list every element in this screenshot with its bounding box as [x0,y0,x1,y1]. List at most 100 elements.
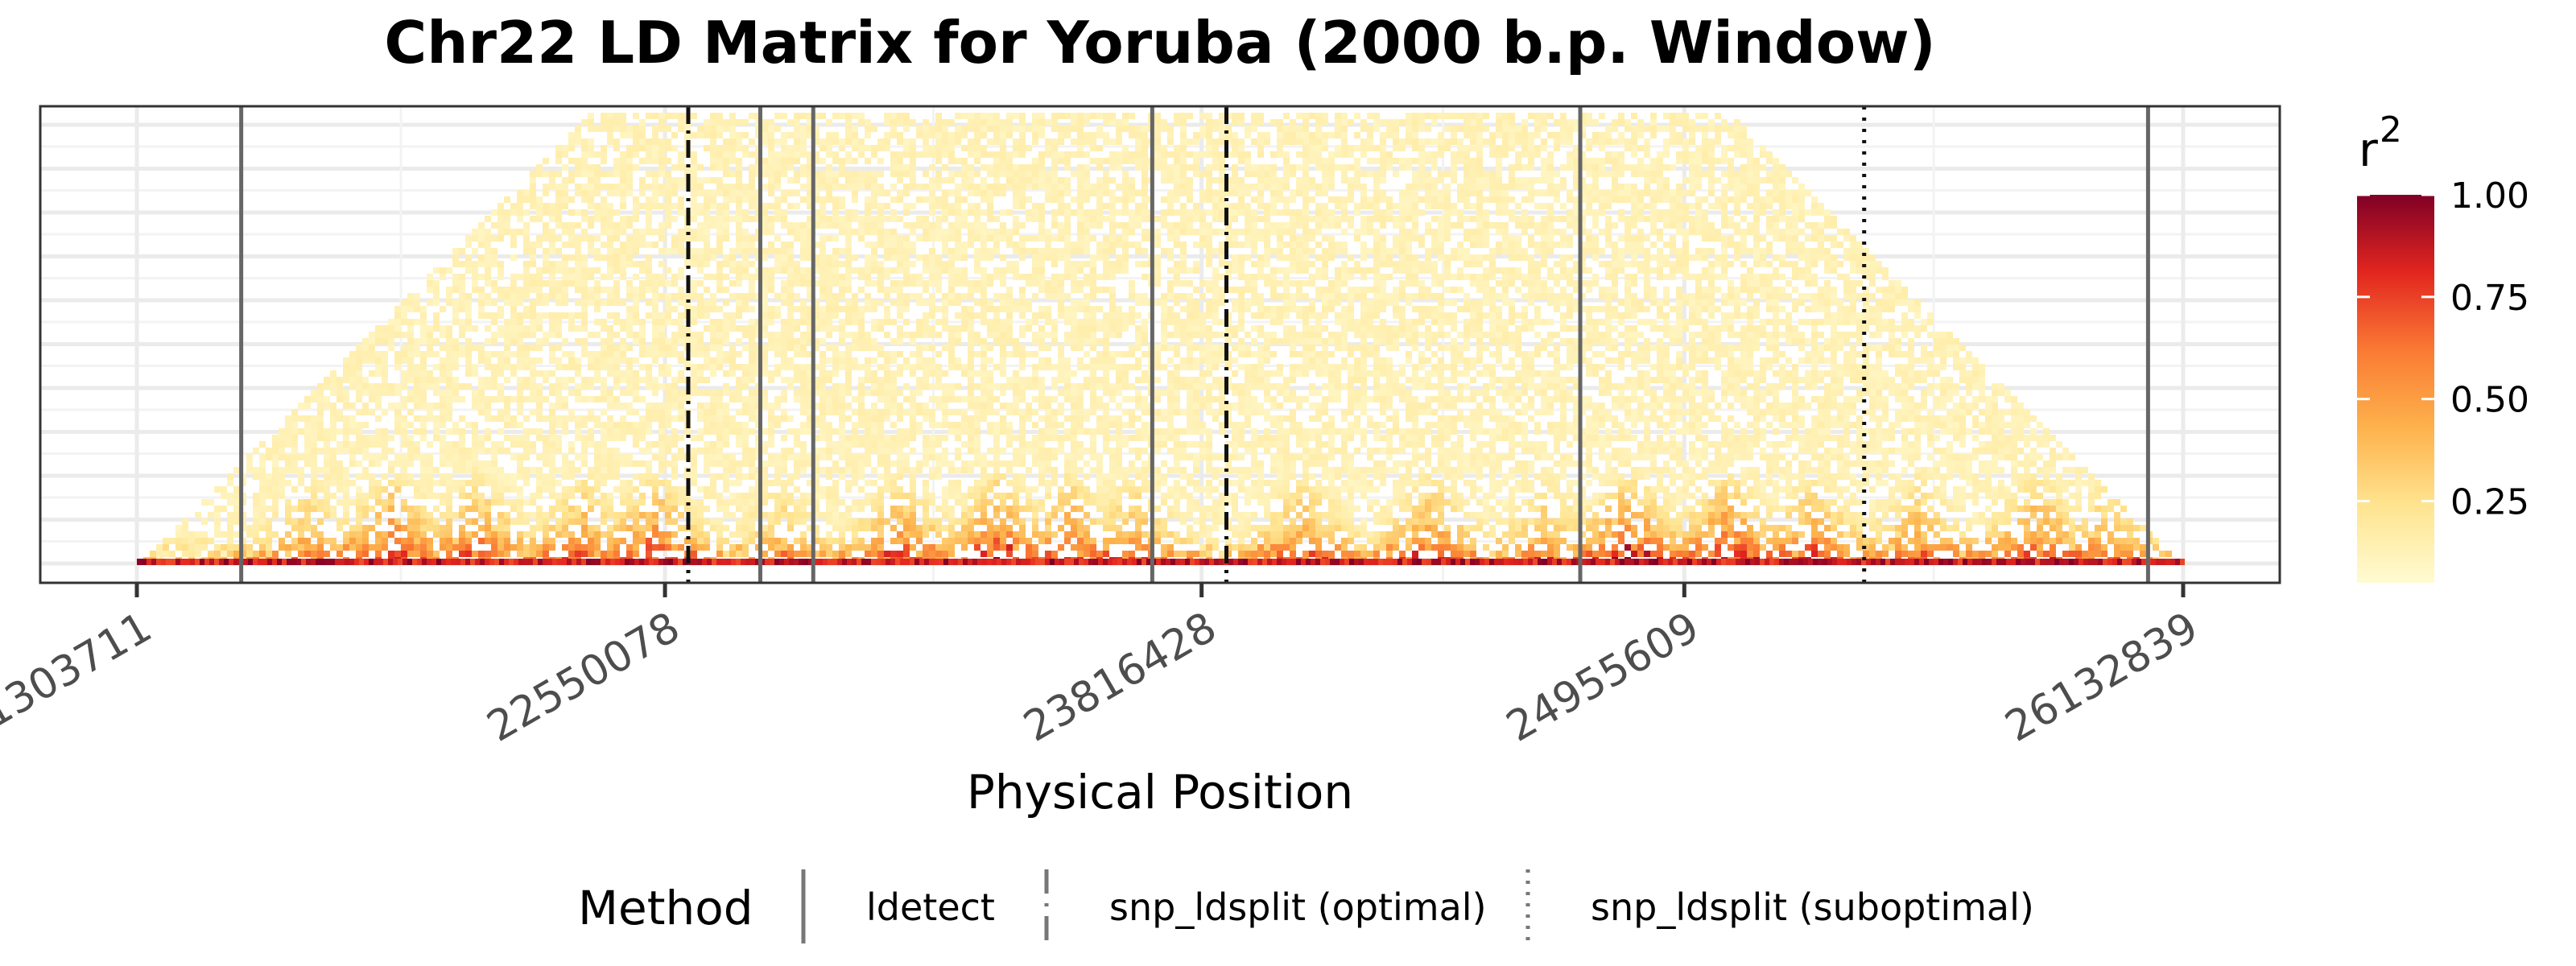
ld-cell [1399,261,1406,267]
ld-cell [942,132,948,138]
ld-cell [1393,171,1399,177]
ld-cell [1579,132,1586,138]
ld-cell [1096,126,1103,132]
ld-cell [1309,138,1315,145]
ld-cell [877,190,884,196]
ld-cell [839,216,845,222]
ld-cell [1245,299,1251,306]
ld-cell [961,126,968,132]
ld-cell [1219,299,1225,306]
ld-cell [1740,299,1747,306]
ld-cell [1676,248,1682,254]
ld-cell [1251,312,1257,319]
ld-cell [588,248,594,254]
ld-cell [575,138,581,145]
ld-cell [704,248,710,254]
ld-cell [1644,171,1650,177]
ld-cell [549,332,555,338]
ld-cell [1238,306,1245,312]
ld-cell [897,158,903,164]
ld-cell [890,151,897,158]
ld-cell [626,151,633,158]
ld-cell [575,164,581,171]
ld-cell [1760,145,1766,151]
ld-cell [1245,126,1251,132]
ld-cell [607,332,613,338]
ld-cell [1315,113,1322,119]
ld-cell [1612,171,1618,177]
ld-cell [742,132,749,138]
ld-cell [819,171,826,177]
ld-cell [1702,274,1708,280]
ld-cell [1682,274,1689,280]
ld-cell [1232,267,1238,274]
ld-cell [923,261,929,267]
ld-cell [1348,145,1354,151]
ld-cell [955,293,961,299]
ld-cell [1206,132,1212,138]
ld-cell [736,209,742,216]
ld-cell [1753,158,1760,164]
ld-cell [1670,203,1676,209]
ld-cell [1650,222,1657,229]
ld-cell [1766,248,1773,254]
ld-cell [929,126,935,132]
ld-cell [980,132,987,138]
ld-cell [1309,177,1315,184]
ld-cell [1103,184,1109,190]
ld-cell [375,325,382,332]
ld-cell [961,274,968,280]
ld-cell [1328,209,1335,216]
ld-cell [1728,319,1734,325]
ld-cell [1071,267,1077,274]
ld-cell [1734,293,1740,299]
ld-cell [1206,248,1212,254]
ld-cell [968,113,974,119]
ld-cell [1406,242,1412,248]
ld-cell [1367,132,1373,138]
ld-cell [1380,216,1386,222]
ld-cell [1605,126,1612,132]
ld-cell [1335,248,1341,254]
ld-cell [1831,235,1837,242]
ld-cell [1599,113,1605,119]
ld-cell [987,248,993,254]
ld-cell [704,203,710,209]
ld-cell [613,235,620,242]
ld-cell [884,229,890,235]
ld-cell [1463,184,1470,190]
ld-cell [1064,319,1071,325]
ld-cell [646,113,652,119]
ld-cell [1734,196,1740,203]
ld-cell [1682,261,1689,267]
ld-cell [787,158,794,164]
ld-cell [1058,235,1064,242]
ld-cell [1077,113,1084,119]
ld-cell [1657,209,1663,216]
ld-cell [897,261,903,267]
ld-cell [1322,287,1328,293]
ld-cell [1167,332,1174,338]
ld-cell [942,190,948,196]
ld-cell [1676,119,1682,126]
ld-cell [768,216,774,222]
ld-cell [832,306,839,312]
ld-cell [1167,287,1174,293]
ld-cell [1373,299,1380,306]
ld-cell [1116,184,1122,190]
ld-cell [459,293,465,299]
ld-cell [1425,325,1431,332]
ld-cell [1496,248,1502,254]
ld-cell [1470,306,1476,312]
ld-cell [1000,164,1006,171]
ld-cell [877,235,884,242]
ld-cell [1483,274,1489,280]
ld-cell [1122,171,1129,177]
ld-cell [1141,164,1148,171]
ld-cell [1116,119,1122,126]
ld-cell [626,261,633,267]
ld-cell [897,332,903,338]
ld-cell [1431,261,1438,267]
ld-cell [1373,119,1380,126]
ld-cell [1650,209,1657,216]
